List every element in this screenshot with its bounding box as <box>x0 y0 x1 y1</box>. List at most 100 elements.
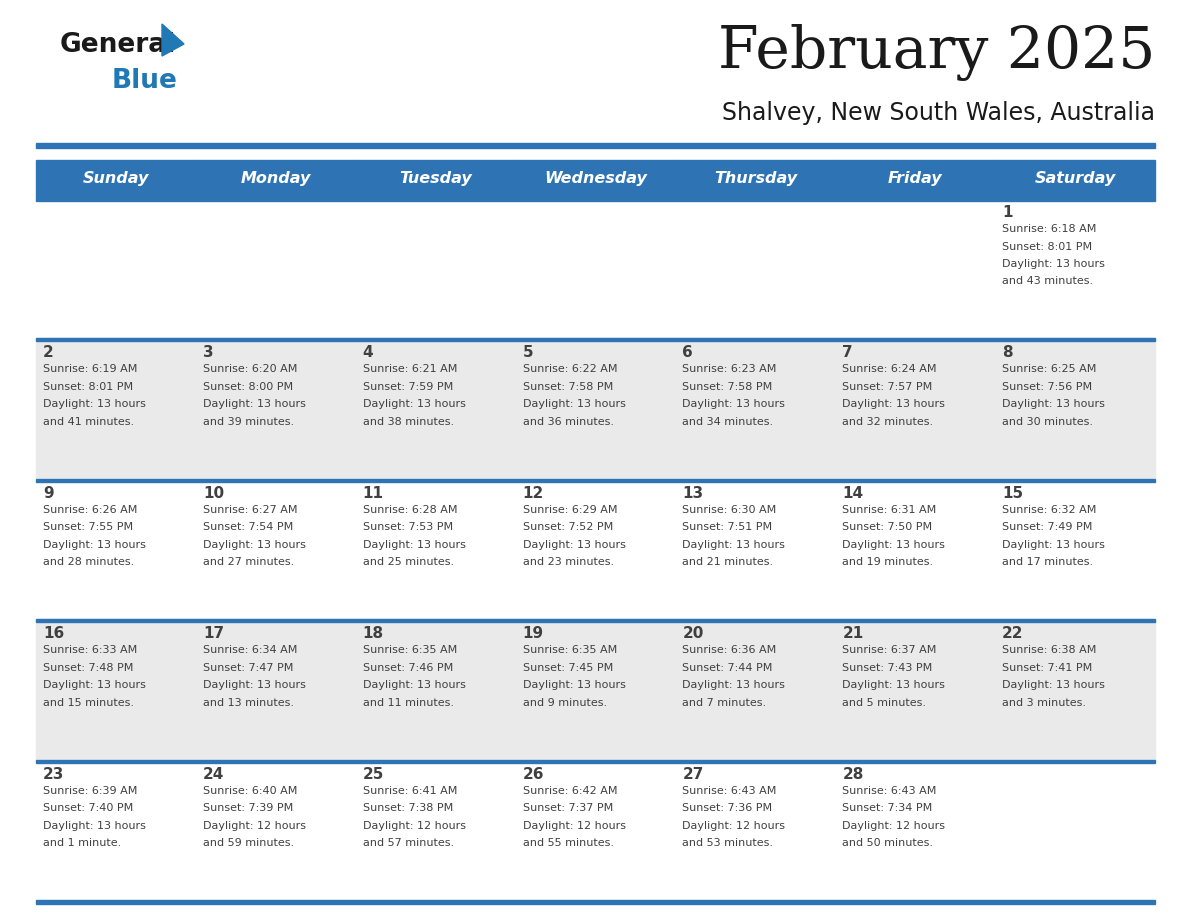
Text: Sunrise: 6:22 AM: Sunrise: 6:22 AM <box>523 364 617 375</box>
Text: and 21 minutes.: and 21 minutes. <box>682 557 773 567</box>
Text: Sunset: 7:54 PM: Sunset: 7:54 PM <box>203 522 293 532</box>
Bar <box>36 620 1155 759</box>
Text: Sunrise: 6:30 AM: Sunrise: 6:30 AM <box>682 505 777 515</box>
Text: and 15 minutes.: and 15 minutes. <box>43 698 134 708</box>
Text: Sunset: 7:49 PM: Sunset: 7:49 PM <box>1003 522 1093 532</box>
Text: Sunrise: 6:28 AM: Sunrise: 6:28 AM <box>362 505 457 515</box>
Text: and 34 minutes.: and 34 minutes. <box>682 417 773 427</box>
Text: Daylight: 13 hours: Daylight: 13 hours <box>842 540 946 550</box>
Text: and 39 minutes.: and 39 minutes. <box>203 417 293 427</box>
Text: Sunset: 7:34 PM: Sunset: 7:34 PM <box>842 803 933 813</box>
Text: 8: 8 <box>1003 345 1012 361</box>
Text: 6: 6 <box>682 345 693 361</box>
Text: Sunset: 7:58 PM: Sunset: 7:58 PM <box>523 382 613 392</box>
Text: and 1 minute.: and 1 minute. <box>43 838 121 848</box>
Text: Daylight: 13 hours: Daylight: 13 hours <box>1003 259 1105 269</box>
Text: Sunrise: 6:29 AM: Sunrise: 6:29 AM <box>523 505 617 515</box>
Text: Sunset: 7:52 PM: Sunset: 7:52 PM <box>523 522 613 532</box>
Text: Sunrise: 6:35 AM: Sunrise: 6:35 AM <box>362 645 457 655</box>
Text: Sunset: 7:44 PM: Sunset: 7:44 PM <box>682 663 773 673</box>
Text: Daylight: 13 hours: Daylight: 13 hours <box>523 680 625 690</box>
Text: Sunrise: 6:24 AM: Sunrise: 6:24 AM <box>842 364 937 375</box>
Text: Sunset: 7:46 PM: Sunset: 7:46 PM <box>362 663 453 673</box>
Text: Sunset: 7:37 PM: Sunset: 7:37 PM <box>523 803 613 813</box>
Text: Daylight: 13 hours: Daylight: 13 hours <box>362 680 466 690</box>
Text: and 59 minutes.: and 59 minutes. <box>203 838 293 848</box>
Text: Sunrise: 6:21 AM: Sunrise: 6:21 AM <box>362 364 457 375</box>
Text: 27: 27 <box>682 767 703 781</box>
Text: 23: 23 <box>43 767 64 781</box>
Text: Sunrise: 6:33 AM: Sunrise: 6:33 AM <box>43 645 138 655</box>
Text: Sunset: 7:51 PM: Sunset: 7:51 PM <box>682 522 772 532</box>
Text: and 50 minutes.: and 50 minutes. <box>842 838 934 848</box>
Text: 5: 5 <box>523 345 533 361</box>
Text: 24: 24 <box>203 767 225 781</box>
Bar <box>36 339 1155 479</box>
Bar <box>36 339 1155 341</box>
Text: and 7 minutes.: and 7 minutes. <box>682 698 766 708</box>
Bar <box>36 479 1155 620</box>
Text: and 9 minutes.: and 9 minutes. <box>523 698 607 708</box>
Text: Tuesday: Tuesday <box>399 172 472 186</box>
Text: Sunrise: 6:37 AM: Sunrise: 6:37 AM <box>842 645 936 655</box>
Text: Daylight: 12 hours: Daylight: 12 hours <box>842 821 946 831</box>
Text: Sunrise: 6:42 AM: Sunrise: 6:42 AM <box>523 786 617 796</box>
Text: Sunset: 8:00 PM: Sunset: 8:00 PM <box>203 382 293 392</box>
Text: Daylight: 13 hours: Daylight: 13 hours <box>203 680 305 690</box>
Text: and 17 minutes.: and 17 minutes. <box>1003 557 1093 567</box>
Text: Daylight: 13 hours: Daylight: 13 hours <box>682 399 785 409</box>
Text: Daylight: 13 hours: Daylight: 13 hours <box>362 540 466 550</box>
Polygon shape <box>162 24 184 56</box>
Text: Daylight: 13 hours: Daylight: 13 hours <box>203 540 305 550</box>
Text: 11: 11 <box>362 486 384 501</box>
Text: Daylight: 13 hours: Daylight: 13 hours <box>523 399 625 409</box>
Text: and 55 minutes.: and 55 minutes. <box>523 838 613 848</box>
Text: Sunset: 7:57 PM: Sunset: 7:57 PM <box>842 382 933 392</box>
Bar <box>355 160 516 198</box>
Text: Sunset: 7:59 PM: Sunset: 7:59 PM <box>362 382 453 392</box>
Text: Sunrise: 6:18 AM: Sunrise: 6:18 AM <box>1003 224 1097 234</box>
Text: and 3 minutes.: and 3 minutes. <box>1003 698 1086 708</box>
Text: Daylight: 13 hours: Daylight: 13 hours <box>682 540 785 550</box>
Text: 20: 20 <box>682 626 703 641</box>
Text: General: General <box>61 32 176 58</box>
Text: Daylight: 13 hours: Daylight: 13 hours <box>43 399 146 409</box>
Text: 16: 16 <box>43 626 64 641</box>
Text: and 36 minutes.: and 36 minutes. <box>523 417 613 427</box>
Text: Sunset: 7:50 PM: Sunset: 7:50 PM <box>842 522 933 532</box>
Bar <box>36 759 1155 763</box>
Text: Sunset: 7:56 PM: Sunset: 7:56 PM <box>1003 382 1092 392</box>
Text: Daylight: 13 hours: Daylight: 13 hours <box>682 680 785 690</box>
Text: Sunrise: 6:26 AM: Sunrise: 6:26 AM <box>43 505 138 515</box>
Text: Blue: Blue <box>112 68 178 94</box>
Text: Sunrise: 6:19 AM: Sunrise: 6:19 AM <box>43 364 138 375</box>
Text: and 30 minutes.: and 30 minutes. <box>1003 417 1093 427</box>
Text: and 43 minutes.: and 43 minutes. <box>1003 276 1093 286</box>
Bar <box>196 160 355 198</box>
Bar <box>676 160 835 198</box>
Text: and 13 minutes.: and 13 minutes. <box>203 698 293 708</box>
Text: Daylight: 13 hours: Daylight: 13 hours <box>43 821 146 831</box>
Text: Wednesday: Wednesday <box>544 172 647 186</box>
Text: Sunrise: 6:43 AM: Sunrise: 6:43 AM <box>682 786 777 796</box>
Text: 14: 14 <box>842 486 864 501</box>
Text: Sunset: 7:55 PM: Sunset: 7:55 PM <box>43 522 133 532</box>
Text: Sunrise: 6:34 AM: Sunrise: 6:34 AM <box>203 645 297 655</box>
Text: Sunrise: 6:38 AM: Sunrise: 6:38 AM <box>1003 645 1097 655</box>
Text: Daylight: 12 hours: Daylight: 12 hours <box>682 821 785 831</box>
Text: February 2025: February 2025 <box>718 24 1155 81</box>
Bar <box>36 160 196 198</box>
Text: Monday: Monday <box>241 172 311 186</box>
Text: Sunday: Sunday <box>83 172 150 186</box>
Text: 10: 10 <box>203 486 225 501</box>
Bar <box>516 160 676 198</box>
Text: 18: 18 <box>362 626 384 641</box>
Text: Sunset: 7:53 PM: Sunset: 7:53 PM <box>362 522 453 532</box>
Bar <box>36 759 1155 900</box>
Text: 7: 7 <box>842 345 853 361</box>
Text: Daylight: 13 hours: Daylight: 13 hours <box>842 399 946 409</box>
Text: Sunrise: 6:41 AM: Sunrise: 6:41 AM <box>362 786 457 796</box>
Text: Sunrise: 6:20 AM: Sunrise: 6:20 AM <box>203 364 297 375</box>
Text: and 28 minutes.: and 28 minutes. <box>43 557 134 567</box>
Text: Thursday: Thursday <box>714 172 797 186</box>
